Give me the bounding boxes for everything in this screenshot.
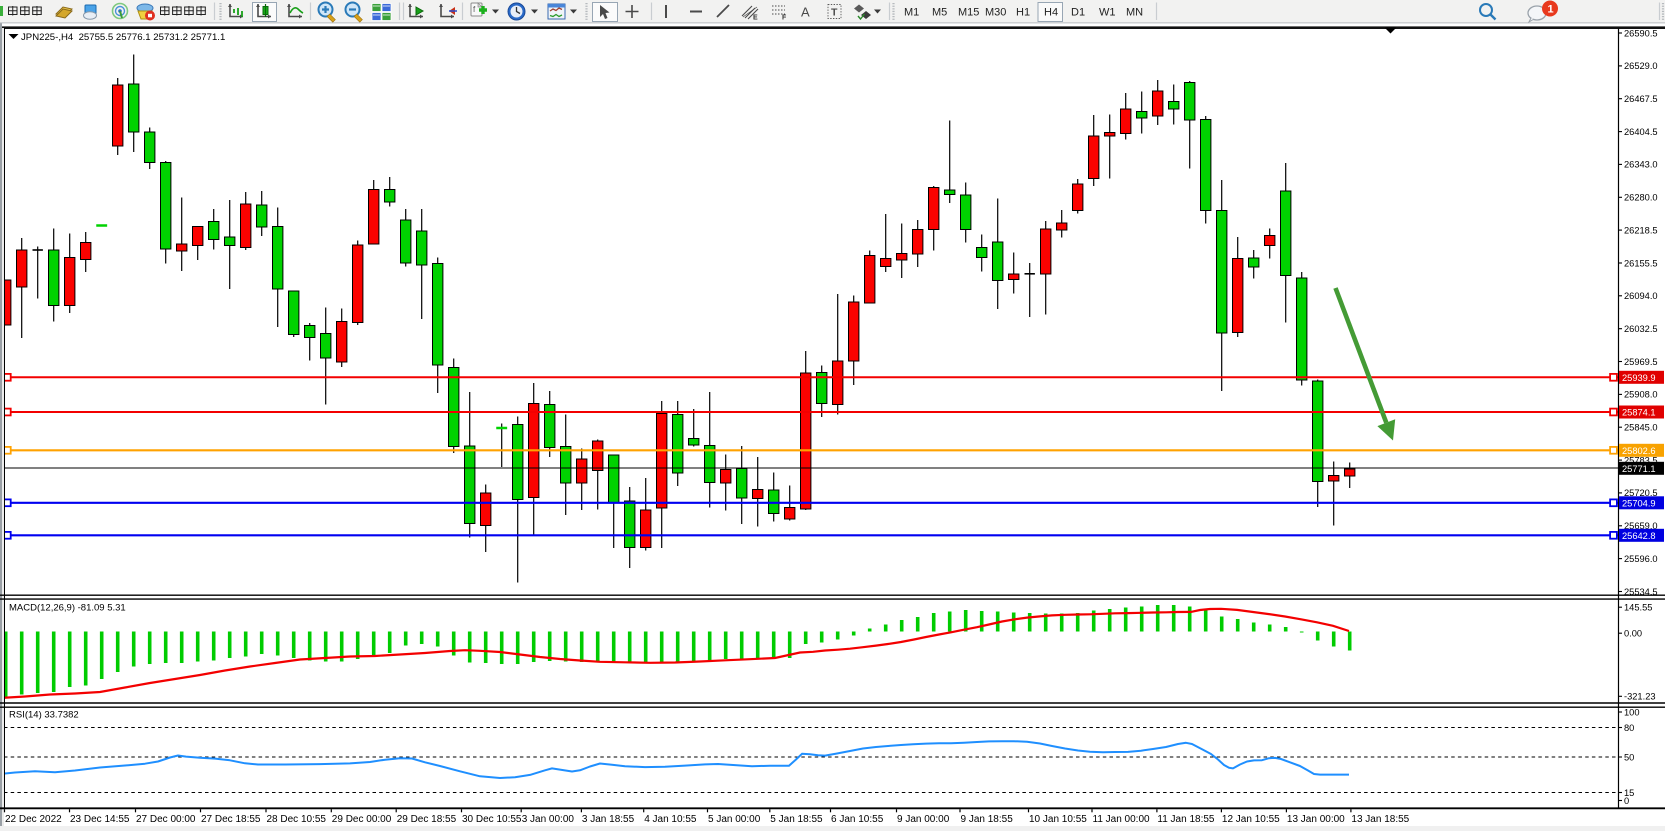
svg-text:26032.5: 26032.5	[1624, 324, 1658, 334]
svg-text:M1: M1	[904, 7, 919, 19]
svg-text:30 Dec 10:55: 30 Dec 10:55	[462, 814, 522, 825]
svg-text:26218.5: 26218.5	[1624, 225, 1658, 235]
svg-text:M5: M5	[932, 7, 947, 19]
svg-text:145.55: 145.55	[1624, 603, 1652, 613]
svg-text:25939.9: 25939.9	[1622, 373, 1656, 383]
svg-text:26280.0: 26280.0	[1624, 193, 1658, 203]
svg-text:MACD(12,26,9) -81.09 5.31: MACD(12,26,9) -81.09 5.31	[9, 603, 126, 614]
svg-text:H1: H1	[1016, 7, 1030, 19]
svg-text:D1: D1	[1071, 7, 1085, 19]
svg-text:25969.5: 25969.5	[1624, 357, 1658, 367]
svg-text:13 Jan 00:00: 13 Jan 00:00	[1287, 814, 1345, 825]
svg-text:f: f	[473, 5, 476, 14]
svg-text:M15: M15	[958, 7, 979, 19]
svg-text:15: 15	[1624, 788, 1634, 798]
svg-text:T: T	[831, 7, 838, 19]
svg-text:27 Dec 00:00: 27 Dec 00:00	[136, 814, 196, 825]
svg-text:27 Dec 18:55: 27 Dec 18:55	[201, 814, 261, 825]
svg-text:1: 1	[1548, 4, 1554, 16]
svg-text:22 Dec 2022: 22 Dec 2022	[5, 814, 62, 825]
svg-text:23 Dec 14:55: 23 Dec 14:55	[70, 814, 130, 825]
svg-text:10 Jan 10:55: 10 Jan 10:55	[1029, 814, 1087, 825]
svg-text:9 Jan 18:55: 9 Jan 18:55	[961, 814, 1014, 825]
svg-text:26590.5: 26590.5	[1624, 28, 1658, 38]
svg-text:-321.23: -321.23	[1624, 692, 1656, 702]
svg-text:26404.5: 26404.5	[1624, 127, 1658, 137]
svg-text:29 Dec 18:55: 29 Dec 18:55	[397, 814, 457, 825]
svg-text:25783.5: 25783.5	[1624, 455, 1658, 465]
svg-text:6 Jan 10:55: 6 Jan 10:55	[831, 814, 884, 825]
svg-text:5 Jan 18:55: 5 Jan 18:55	[770, 814, 823, 825]
svg-text:3 Jan 18:55: 3 Jan 18:55	[582, 814, 635, 825]
svg-text:50: 50	[1624, 752, 1634, 762]
svg-text:25704.9: 25704.9	[1622, 498, 1656, 508]
svg-text:25874.1: 25874.1	[1622, 408, 1656, 418]
svg-text:25659.0: 25659.0	[1624, 521, 1658, 531]
svg-text:W1: W1	[1099, 7, 1116, 19]
svg-text:0: 0	[1624, 796, 1629, 806]
svg-text:26467.5: 26467.5	[1624, 94, 1658, 104]
svg-text:28 Dec 10:55: 28 Dec 10:55	[267, 814, 327, 825]
svg-text:25720.5: 25720.5	[1624, 488, 1658, 498]
svg-text:MN: MN	[1126, 7, 1143, 19]
svg-text:26155.5: 26155.5	[1624, 258, 1658, 268]
svg-text:11 Jan 00:00: 11 Jan 00:00	[1093, 814, 1151, 825]
svg-text:29 Dec 00:00: 29 Dec 00:00	[332, 814, 392, 825]
svg-text:RSI(14) 33.7382: RSI(14) 33.7382	[9, 710, 79, 721]
svg-text:25845.0: 25845.0	[1624, 423, 1658, 433]
svg-text:25802.6: 25802.6	[1622, 446, 1656, 456]
svg-text:80: 80	[1624, 723, 1634, 733]
svg-text:9 Jan 00:00: 9 Jan 00:00	[897, 814, 950, 825]
svg-text:5 Jan 00:00: 5 Jan 00:00	[708, 814, 761, 825]
svg-text:M30: M30	[985, 7, 1006, 19]
svg-text:11 Jan 18:55: 11 Jan 18:55	[1157, 814, 1215, 825]
svg-text:26094.0: 26094.0	[1624, 291, 1658, 301]
svg-text:26343.0: 26343.0	[1624, 160, 1658, 170]
svg-text:E: E	[753, 15, 758, 22]
svg-text:26529.0: 26529.0	[1624, 61, 1658, 71]
svg-text:JPN225-,H4 25755.5 25776.1 25: JPN225-,H4 25755.5 25776.1 25731.2 25771…	[21, 32, 225, 43]
svg-text:12 Jan 10:55: 12 Jan 10:55	[1222, 814, 1280, 825]
svg-text:100: 100	[1624, 707, 1640, 717]
svg-text:25771.1: 25771.1	[1622, 464, 1656, 474]
svg-text:4 Jan 10:55: 4 Jan 10:55	[644, 814, 697, 825]
svg-text:25596.0: 25596.0	[1624, 554, 1658, 564]
svg-text:25908.0: 25908.0	[1624, 390, 1658, 400]
svg-text:F: F	[782, 15, 787, 22]
svg-text:3 Jan 00:00: 3 Jan 00:00	[522, 814, 575, 825]
svg-text:0.00: 0.00	[1624, 629, 1642, 639]
svg-text:H4: H4	[1044, 7, 1058, 19]
svg-text:A: A	[801, 5, 810, 20]
svg-text:25534.5: 25534.5	[1624, 587, 1658, 597]
svg-text:13 Jan 18:55: 13 Jan 18:55	[1351, 814, 1409, 825]
svg-text:25642.8: 25642.8	[1622, 531, 1656, 541]
